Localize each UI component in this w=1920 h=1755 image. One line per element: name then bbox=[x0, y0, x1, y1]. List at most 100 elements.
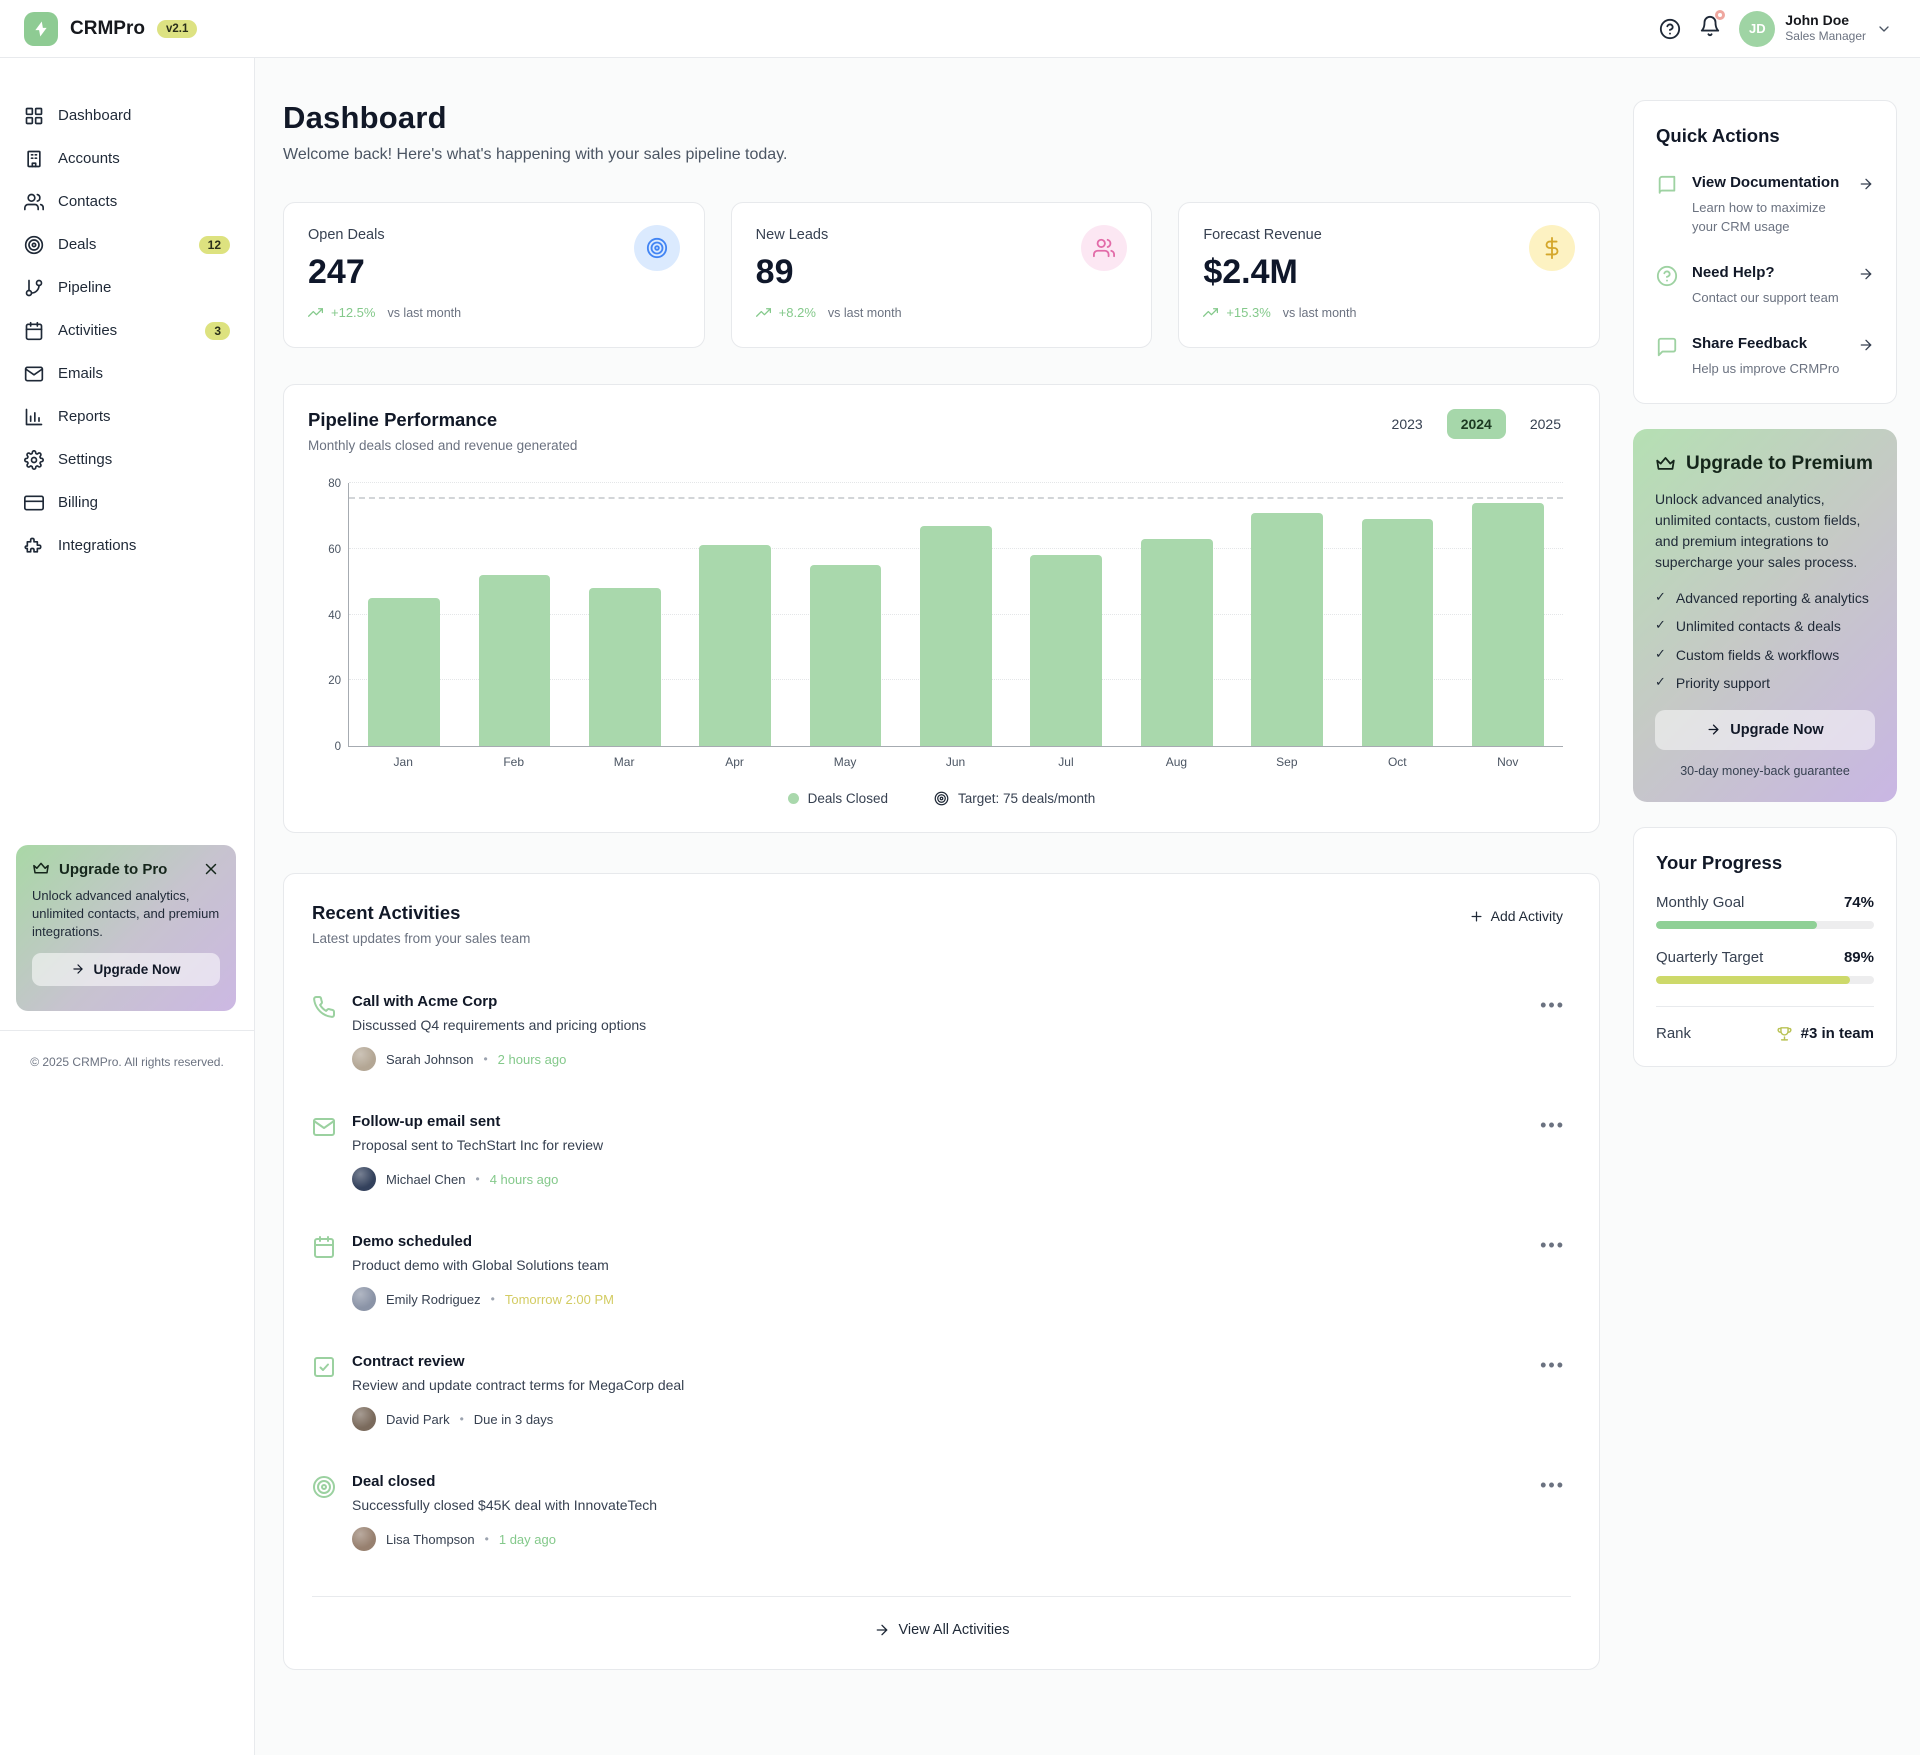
plus-icon bbox=[1469, 909, 1484, 924]
premium-upgrade-label: Upgrade Now bbox=[1730, 721, 1824, 738]
bar-mar[interactable] bbox=[589, 588, 661, 746]
bar-jan[interactable] bbox=[368, 598, 441, 746]
legend-label: Target: 75 deals/month bbox=[957, 791, 1096, 806]
activity-description: Product demo with Global Solutions team bbox=[352, 1257, 609, 1273]
quick-action-need-help-[interactable]: Need Help? Contact our support team bbox=[1656, 263, 1874, 308]
count-badge: 12 bbox=[198, 235, 230, 254]
quick-action-view-documentation[interactable]: View Documentation Learn how to maximize … bbox=[1656, 173, 1874, 237]
help-icon[interactable] bbox=[1659, 18, 1681, 40]
x-tick-label: Sep bbox=[1276, 755, 1298, 769]
sidebar-item-integrations[interactable]: Integrations bbox=[0, 524, 254, 567]
bar-feb[interactable] bbox=[478, 575, 551, 746]
activity-item: Follow-up email sent Proposal sent to Tec… bbox=[312, 1092, 1571, 1212]
calendar-icon bbox=[24, 321, 44, 341]
quick-action-body: Need Help? Contact our support team bbox=[1692, 263, 1844, 308]
premium-feature: ✓ Unlimited contacts & deals bbox=[1655, 617, 1875, 635]
activity-time: Due in 3 days bbox=[473, 1411, 554, 1427]
activity-title: Demo scheduled bbox=[352, 1233, 473, 1250]
sidebar-item-billing[interactable]: Billing bbox=[0, 481, 254, 524]
avatar bbox=[352, 1167, 376, 1191]
meta-separator: • bbox=[475, 1172, 480, 1186]
more-options-button[interactable]: ••• bbox=[1534, 1233, 1571, 1257]
more-options-button[interactable]: ••• bbox=[1534, 1353, 1571, 1377]
bar-may[interactable] bbox=[809, 565, 882, 746]
sidebar-item-reports[interactable]: Reports bbox=[0, 395, 254, 438]
premium-feature: ✓ Priority support bbox=[1655, 674, 1875, 692]
activities-title: Recent Activities bbox=[312, 902, 461, 923]
brand: CRMPro v2.1 bbox=[24, 11, 198, 46]
activity-item: Demo scheduled Product demo with Global S… bbox=[312, 1212, 1571, 1332]
mail-icon bbox=[312, 1115, 336, 1139]
x-tick-label: Apr bbox=[725, 755, 744, 769]
arrow-right-icon bbox=[1706, 722, 1721, 737]
legend-item: Target: 75 deals/month bbox=[934, 791, 1095, 806]
stats-row: Open Deals 247 +12.5% vs last month New Lead… bbox=[283, 202, 1600, 348]
year-tab-2025[interactable]: 2025 bbox=[1529, 416, 1561, 432]
premium-card: Upgrade to Premium Unlock advanced analy… bbox=[1633, 429, 1897, 802]
premium-feature: ✓ Custom fields & workflows bbox=[1655, 646, 1875, 664]
more-options-button[interactable]: ••• bbox=[1534, 1113, 1571, 1137]
bar-aug[interactable] bbox=[1140, 538, 1213, 746]
bar-slot bbox=[1453, 483, 1563, 746]
bar-nov[interactable] bbox=[1471, 502, 1544, 746]
upgrade-now-button[interactable]: Upgrade Now bbox=[32, 952, 220, 986]
add-activity-button[interactable]: Add Activity bbox=[1461, 902, 1571, 930]
premium-upgrade-button[interactable]: Upgrade Now bbox=[1655, 709, 1875, 750]
sidebar-item-deals[interactable]: Deals 12 bbox=[0, 223, 254, 266]
premium-title: Upgrade to Premium bbox=[1686, 453, 1873, 475]
bar-oct[interactable] bbox=[1361, 519, 1434, 746]
bar-sep[interactable] bbox=[1251, 512, 1323, 746]
quick-action-body: View Documentation Learn how to maximize … bbox=[1692, 173, 1844, 237]
premium-feature-label: Advanced reporting & analytics bbox=[1675, 590, 1869, 607]
trend-value: +8.2% bbox=[778, 305, 816, 320]
sidebar-item-label: Deals bbox=[58, 236, 97, 253]
avatar bbox=[352, 1047, 376, 1071]
sidebar-item-emails[interactable]: Emails bbox=[0, 352, 254, 395]
y-tick-label: 20 bbox=[328, 675, 341, 688]
sidebar-item-pipeline[interactable]: Pipeline bbox=[0, 266, 254, 309]
target-icon bbox=[934, 791, 949, 806]
user-menu[interactable]: JD John Doe Sales Manager bbox=[1739, 10, 1892, 47]
trophy-icon bbox=[1776, 1025, 1793, 1042]
sidebar-item-contacts[interactable]: Contacts bbox=[0, 180, 254, 223]
activity-body: Follow-up email sent Proposal sent to Tec… bbox=[352, 1113, 1518, 1191]
bar-jun[interactable] bbox=[920, 525, 992, 746]
activity-time: 4 hours ago bbox=[489, 1171, 559, 1187]
pipeline-performance-card: Pipeline Performance Monthly deals close… bbox=[283, 384, 1600, 833]
notifications-button[interactable] bbox=[1699, 10, 1726, 42]
bar-apr[interactable] bbox=[699, 545, 772, 746]
sidebar-item-dashboard[interactable]: Dashboard bbox=[0, 94, 254, 137]
premium-note: 30-day money-back guarantee bbox=[1680, 763, 1850, 778]
main-column: Dashboard Welcome back! Here's what's ha… bbox=[283, 100, 1600, 1670]
bar-jul[interactable] bbox=[1030, 555, 1103, 746]
bar-slot bbox=[1122, 483, 1232, 746]
chevron-down-icon bbox=[1876, 21, 1892, 37]
stat-icon-circle bbox=[1081, 225, 1128, 271]
sidebar-item-activities[interactable]: Activities 3 bbox=[0, 309, 254, 352]
y-tick-label: 60 bbox=[328, 543, 341, 556]
quick-action-description: Learn how to maximize your CRM usage bbox=[1692, 200, 1826, 235]
recent-activities-card: Recent Activities Latest updates from yo… bbox=[283, 873, 1600, 1670]
year-tab-2024[interactable]: 2024 bbox=[1446, 409, 1506, 439]
activity-description: Proposal sent to TechStart Inc for revie… bbox=[352, 1137, 604, 1153]
progress-fill bbox=[1656, 920, 1818, 929]
close-icon[interactable] bbox=[202, 860, 220, 878]
view-all-activities-button[interactable]: View All Activities bbox=[868, 1621, 1016, 1639]
more-options-button[interactable]: ••• bbox=[1534, 1473, 1571, 1497]
sidebar-item-label: Reports bbox=[58, 408, 111, 425]
crown-icon bbox=[1655, 454, 1676, 475]
sidebar-item-settings[interactable]: Settings bbox=[0, 438, 254, 481]
more-options-button[interactable]: ••• bbox=[1534, 993, 1571, 1017]
rank-value: #3 in team bbox=[1800, 1024, 1874, 1042]
bar-slot bbox=[1011, 483, 1121, 746]
quick-action-share-feedback[interactable]: Share Feedback Help us improve CRMPro bbox=[1656, 334, 1874, 379]
your-progress-card: Your Progress Monthly Goal 74% Quarterly T… bbox=[1633, 826, 1897, 1067]
progress-row: Quarterly Target 89% bbox=[1656, 949, 1874, 966]
trending-up-icon bbox=[1203, 305, 1219, 320]
bar-slot bbox=[680, 483, 790, 746]
sidebar-item-accounts[interactable]: Accounts bbox=[0, 137, 254, 180]
building-icon bbox=[24, 149, 44, 169]
year-tab-2023[interactable]: 2023 bbox=[1391, 416, 1423, 432]
bell-icon bbox=[1699, 15, 1721, 37]
calendar-icon bbox=[312, 1235, 336, 1259]
